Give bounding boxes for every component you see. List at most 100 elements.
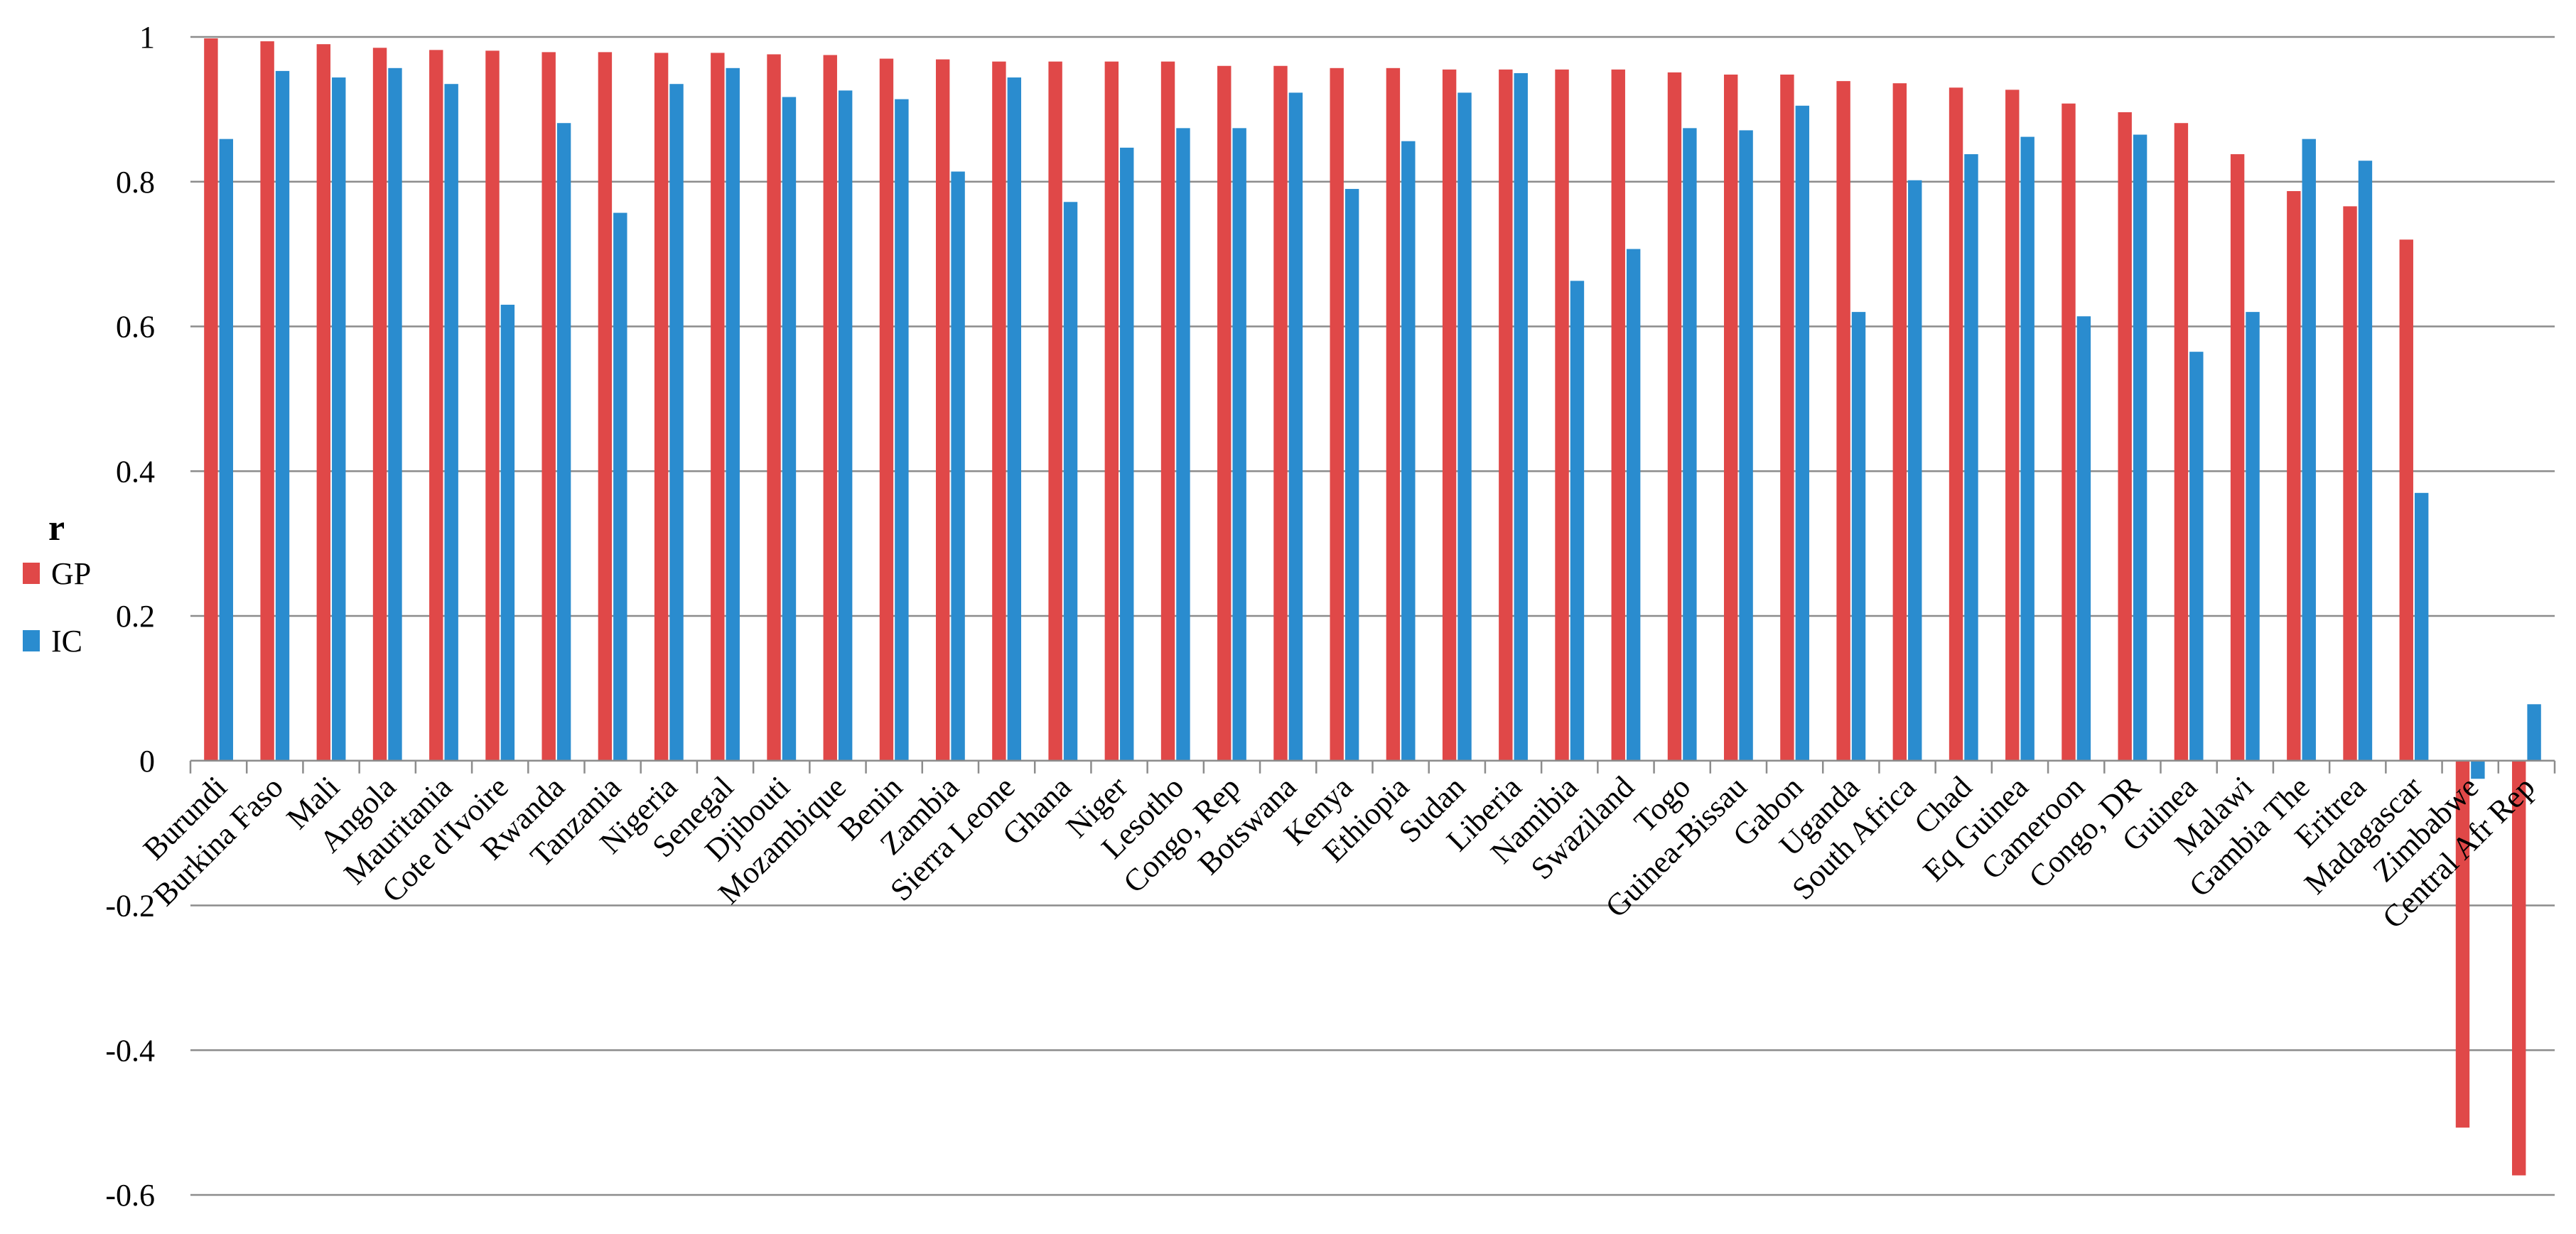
bar-gp-ghana: [1048, 61, 1062, 761]
bar-ic-eritrea: [2358, 161, 2373, 761]
bar-ic-chad: [1964, 154, 1978, 761]
bar-ic-togo: [1683, 128, 1697, 761]
bar-gp-cameroon: [2062, 103, 2076, 761]
bar-gp-chad: [1949, 87, 1963, 761]
bar-ic-swaziland: [1626, 249, 1641, 761]
bar-gp-niger: [1104, 61, 1119, 761]
bar-gp-uganda: [1836, 81, 1850, 761]
bar-ic-angola: [388, 67, 402, 761]
bar-ic-madagascar: [2414, 492, 2429, 761]
bar-ic-ethiopia: [1401, 141, 1416, 761]
bar-gp-angola: [372, 48, 387, 761]
bar-ic-burundi: [219, 139, 234, 761]
bar-ic-uganda: [1851, 312, 1866, 761]
bar-gp-botswana: [1273, 65, 1288, 761]
bar-gp-congo-rep: [1217, 65, 1232, 761]
bar-ic-nigeria: [669, 84, 684, 761]
bar-ic-botswana: [1288, 92, 1303, 761]
legend-title: r: [48, 508, 65, 548]
bar-gp-eritrea: [2343, 206, 2357, 761]
legend-swatch-gp: [23, 563, 40, 584]
bar-ic-gambia-the: [2302, 139, 2316, 761]
bar-gp-mali: [316, 44, 331, 761]
bar-gp-senegal: [711, 53, 725, 761]
y-tick-label: 0.2: [116, 599, 155, 634]
bar-ic-south-africa: [1908, 180, 1922, 761]
bar-gp-liberia: [1499, 69, 1513, 761]
legend-swatch-ic: [23, 630, 40, 651]
y-axis: 1 0.8 0.6 0.4 0.2 0 -0.2 -0.4 -0.6: [105, 20, 155, 1213]
bar-gp-guinea: [2174, 123, 2189, 761]
bar-gp-gabon: [1780, 74, 1794, 761]
bar-gp-sierra-leone: [992, 61, 1006, 761]
legend-label-ic: IC: [51, 624, 82, 659]
bar-gp-congo-dr: [2118, 112, 2132, 761]
bar-gp-namibia: [1555, 69, 1569, 761]
y-tick-label: -0.6: [105, 1178, 155, 1213]
y-tick-label: 1: [139, 20, 155, 55]
bar-gp-zambia: [935, 59, 950, 761]
bars: [204, 38, 2541, 1176]
bar-ic-djibouti: [782, 97, 797, 761]
bar-gp-burkina-faso: [260, 41, 274, 761]
bar-ic-guinea: [2189, 352, 2204, 761]
bar-gp-lesotho: [1160, 61, 1175, 761]
bar-gp-sudan: [1442, 69, 1457, 761]
bar-ic-eq-guinea: [2020, 136, 2035, 761]
bar-ic-gabon: [1795, 105, 1810, 761]
bar-ic-kenya: [1344, 188, 1359, 761]
bar-ic-mozambique: [838, 90, 853, 761]
bar-gp-rwanda: [541, 52, 556, 761]
bar-gp-kenya: [1330, 67, 1344, 761]
bar-ic-rwanda: [556, 123, 571, 761]
y-tick-label: -0.2: [105, 889, 155, 924]
bar-gp-tanzania: [598, 52, 613, 761]
bar-ic-ghana: [1063, 202, 1078, 761]
bar-gp-gambia-the: [2287, 190, 2301, 761]
bar-ic-namibia: [1570, 281, 1585, 761]
bar-gp-madagascar: [2399, 239, 2413, 761]
bar-ic-lesotho: [1176, 128, 1190, 761]
legend-label-gp: GP: [51, 556, 91, 591]
bar-gp-mauritania: [429, 50, 443, 761]
bar-ic-mauritania: [444, 84, 458, 761]
bar-gp-zimbabwe: [2455, 760, 2470, 1128]
bar-ic-senegal: [726, 67, 740, 761]
bar-ic-sierra-leone: [1007, 77, 1022, 761]
bar-ic-congo-dr: [2133, 134, 2147, 761]
bar-gp-central-afr-rep: [2511, 760, 2526, 1176]
bar-gp-djibouti: [767, 54, 781, 761]
bar-ic-zimbabwe: [2471, 760, 2485, 779]
y-tick-label: -0.4: [105, 1033, 155, 1068]
bar-ic-zambia: [951, 171, 965, 761]
bar-ic-cameroon: [2076, 316, 2091, 761]
bar-ic-central-afr-rep: [2527, 704, 2541, 761]
bar-ic-sudan: [1457, 92, 1472, 761]
bar-ic-congo-rep: [1232, 128, 1246, 761]
bar-gp-cote-d-ivoire: [485, 50, 500, 761]
y-tick-label: 0.4: [116, 454, 155, 489]
bar-ic-benin: [895, 99, 909, 761]
y-tick-label: 0.6: [116, 310, 155, 345]
bar-gp-swaziland: [1611, 69, 1625, 761]
bar-ic-tanzania: [613, 212, 627, 761]
bar-gp-burundi: [204, 38, 218, 761]
bar-ic-burkina-faso: [275, 70, 290, 761]
bar-gp-south-africa: [1892, 83, 1907, 761]
bar-ic-cote-d-ivoire: [500, 304, 515, 761]
bar-gp-ethiopia: [1386, 67, 1401, 761]
bar-gp-benin: [879, 58, 894, 761]
bar-ic-malawi: [2246, 312, 2260, 761]
bar-ic-liberia: [1514, 72, 1528, 761]
y-tick-label: 0: [139, 744, 155, 779]
legend: r GP IC: [23, 508, 91, 659]
bar-gp-nigeria: [654, 53, 669, 761]
bar-ic-mali: [332, 77, 346, 761]
bar-gp-mozambique: [823, 55, 837, 761]
bar-gp-eq-guinea: [2005, 90, 2020, 761]
y-tick-label: 0.8: [116, 165, 155, 200]
bar-ic-guinea-bissau: [1739, 130, 1753, 761]
